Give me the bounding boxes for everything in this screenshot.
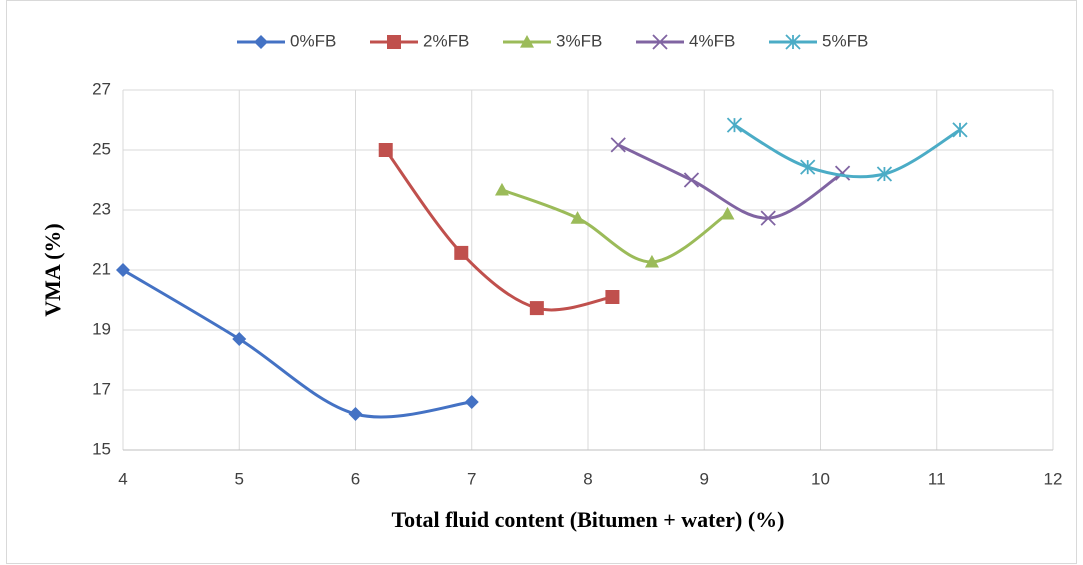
x-axis-title: Total fluid content (Bitumen + water) (%… — [391, 507, 784, 532]
legend-label: 3%FB — [556, 31, 602, 50]
marker — [760, 210, 776, 226]
x-tick-label: 12 — [1044, 469, 1063, 488]
marker — [116, 263, 130, 277]
legend-label: 4%FB — [689, 31, 735, 50]
marker — [834, 165, 851, 181]
marker — [952, 122, 968, 138]
x-tick-label: 11 — [928, 469, 946, 488]
x-tick-label: 8 — [583, 469, 592, 488]
legend-label: 0%FB — [290, 31, 336, 50]
series-line — [617, 143, 844, 220]
marker — [683, 172, 700, 188]
marker — [378, 143, 393, 157]
x-tick-label: 10 — [811, 469, 830, 488]
marker — [605, 290, 620, 304]
legend-label: 2%FB — [423, 31, 469, 50]
x-tick-label: 6 — [351, 469, 360, 488]
marker — [494, 182, 509, 196]
marker — [720, 206, 735, 220]
legend-label: 5%FB — [822, 31, 868, 50]
y-tick-label: 27 — [92, 79, 111, 98]
marker — [454, 245, 469, 260]
y-tick-label: 15 — [92, 439, 111, 458]
marker — [464, 395, 479, 409]
x-tick-label: 9 — [700, 469, 709, 488]
y-tick-label: 19 — [92, 319, 111, 338]
marker — [529, 301, 544, 316]
marker — [254, 35, 268, 49]
marker — [348, 407, 363, 421]
series-line — [122, 268, 472, 419]
series-line — [733, 123, 961, 179]
y-tick-label: 17 — [92, 379, 111, 398]
marker — [644, 254, 659, 268]
y-axis-title: VMA (%) — [40, 223, 65, 316]
marker — [726, 117, 743, 133]
marker — [520, 35, 534, 48]
marker — [876, 166, 893, 182]
x-tick-label: 7 — [467, 469, 476, 488]
marker — [785, 34, 801, 50]
marker — [570, 211, 585, 224]
marker — [232, 332, 247, 346]
y-tick-label: 25 — [92, 139, 111, 158]
x-tick-label: 5 — [235, 469, 244, 488]
marker — [387, 35, 401, 49]
marker — [610, 137, 626, 153]
chart-border — [6, 0, 1077, 564]
marker — [800, 159, 816, 175]
series-line — [384, 149, 613, 312]
marker — [652, 34, 668, 50]
y-tick-label: 21 — [92, 259, 111, 278]
x-tick-label: 4 — [118, 469, 127, 488]
y-tick-label: 23 — [92, 199, 111, 218]
series-line — [501, 188, 729, 264]
